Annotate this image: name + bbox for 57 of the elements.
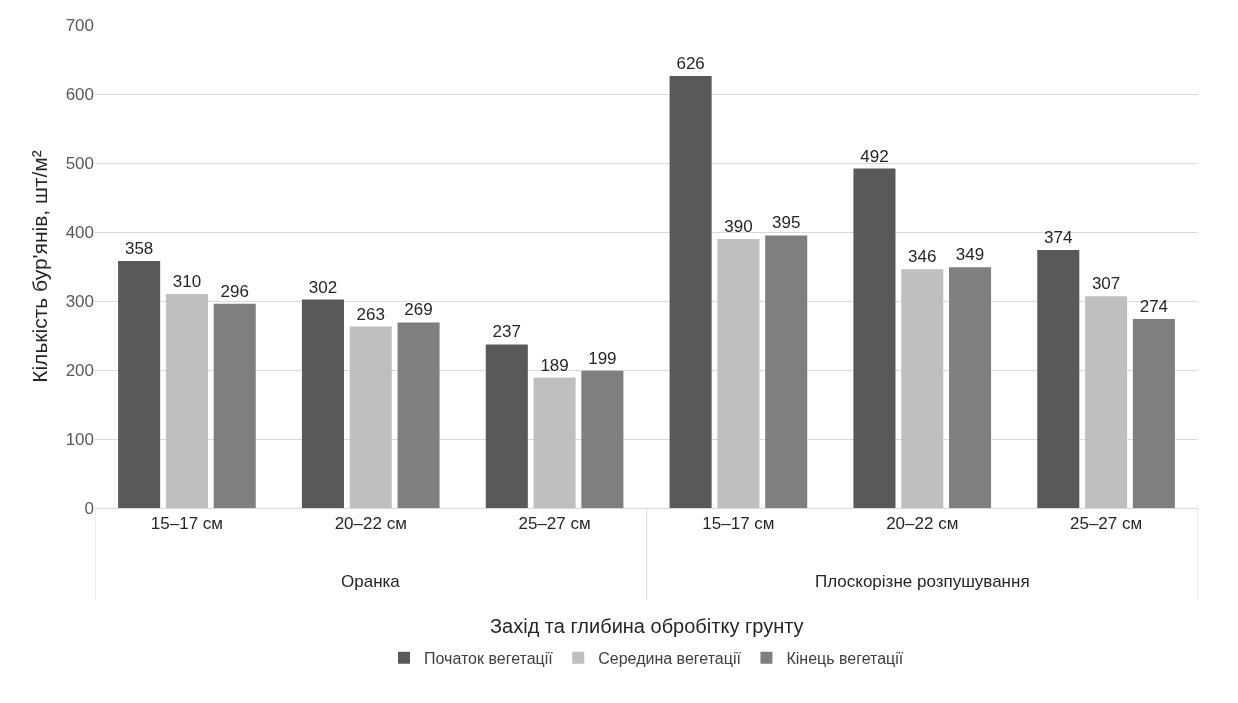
- x-tick-label: 25–27 см: [1069, 514, 1143, 534]
- y-tick-label: 600: [65, 84, 94, 104]
- y-tick-label: 400: [65, 222, 94, 242]
- bar: [669, 76, 712, 508]
- bar: [717, 238, 760, 508]
- data-label: 390: [724, 216, 753, 236]
- data-label: 349: [955, 245, 985, 265]
- data-label: 358: [124, 238, 154, 258]
- legend-label: Середина вегетації: [598, 649, 742, 667]
- data-label: 189: [540, 355, 569, 375]
- data-label: 395: [772, 213, 801, 233]
- y-tick-label: 100: [65, 429, 94, 449]
- x-tick-label: 20–22 см: [886, 514, 959, 534]
- bar: [165, 294, 208, 508]
- bar: [301, 299, 344, 508]
- bar: [901, 269, 944, 508]
- bar: [533, 377, 576, 508]
- data-label: 296: [220, 281, 249, 301]
- y-tick-label: 500: [65, 153, 94, 173]
- data-label: 492: [860, 146, 889, 166]
- bar: [213, 303, 256, 508]
- bar: [1132, 318, 1175, 508]
- x-tick-label: 20–22 см: [334, 514, 407, 534]
- data-label: 626: [676, 54, 705, 74]
- data-label: 310: [172, 272, 202, 292]
- x-tick-label: 15–17 см: [150, 514, 224, 534]
- bar: [118, 260, 161, 508]
- x-axis-title: Захід та глибина обробітку грунту: [490, 615, 804, 637]
- x-tick-label: 25–27 см: [518, 514, 591, 534]
- data-label: 269: [404, 300, 433, 320]
- data-label: 263: [356, 304, 385, 324]
- bar: [581, 370, 624, 508]
- y-axis-title: Кількість бур'янів, шт/м²: [27, 150, 51, 383]
- y-tick-label: 0: [84, 498, 94, 518]
- bar: [1085, 296, 1128, 508]
- data-label: 346: [908, 247, 937, 267]
- data-label: 237: [492, 322, 521, 342]
- data-label: 374: [1044, 227, 1073, 247]
- y-tick-label: 700: [65, 15, 94, 35]
- bar: [949, 267, 992, 508]
- x-tick-label: 15–17 см: [702, 514, 775, 534]
- legend-label: Кінець вегетації: [786, 649, 904, 667]
- bar: [853, 168, 896, 508]
- data-label: 199: [588, 348, 617, 368]
- legend-label: Початок вегетації: [424, 649, 554, 667]
- text: Плоскорізне розпушування: [815, 572, 1030, 591]
- data-label: 307: [1091, 274, 1121, 294]
- y-tick-label: 300: [65, 291, 94, 311]
- bar: [485, 344, 528, 508]
- bar: [765, 235, 808, 508]
- bar: [1037, 249, 1080, 508]
- bar: [397, 322, 440, 508]
- data-label: 302: [308, 277, 338, 297]
- text: Оранка: [341, 572, 401, 591]
- data-label: 274: [1139, 296, 1169, 316]
- y-tick-label: 200: [65, 360, 94, 380]
- bar: [349, 326, 392, 508]
